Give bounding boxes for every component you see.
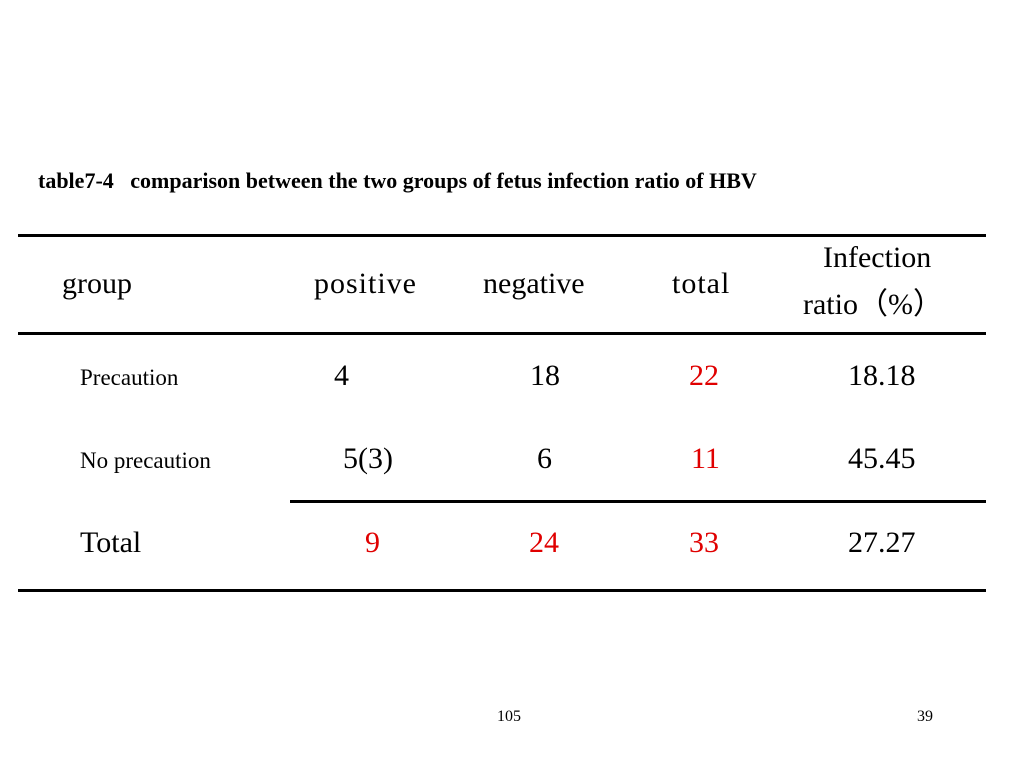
row-total-group: Total (80, 526, 142, 559)
row-total-positive: 9 (365, 526, 380, 559)
header-group: group (62, 267, 132, 300)
row-total-negative: 24 (529, 526, 559, 559)
row-no-precaution-negative: 6 (537, 442, 552, 475)
page-number: 39 (917, 708, 933, 725)
row-precaution-ratio: 18.18 (848, 359, 916, 392)
header-total: total (672, 267, 731, 300)
footer-center-number: 105 (497, 708, 521, 725)
row-no-precaution-ratio: 45.45 (848, 442, 916, 475)
row-no-precaution-group: No precaution (80, 448, 211, 473)
row-precaution-positive: 4 (334, 359, 349, 392)
table-bottom-rule (18, 589, 986, 592)
row-total-ratio: 27.27 (848, 526, 916, 559)
table-top-rule (18, 234, 986, 237)
row-precaution-negative: 18 (530, 359, 560, 392)
row-no-precaution-positive: 5(3) (343, 442, 393, 475)
header-ratio-line1: Infection (823, 241, 932, 274)
row-no-precaution-total: 11 (691, 442, 720, 475)
row-precaution-total: 22 (689, 359, 719, 392)
row-total-total: 33 (689, 526, 719, 559)
table-caption: table7-4 comparison between the two grou… (38, 168, 757, 194)
header-ratio-line2: ratio（%） (803, 288, 943, 321)
table-total-rule (290, 500, 986, 503)
table-caption-label: table7-4 (38, 168, 114, 193)
header-positive: positive (314, 267, 417, 300)
header-negative: negative (483, 267, 585, 300)
table-header-rule (18, 332, 986, 335)
table-caption-title: comparison between the two groups of fet… (130, 168, 757, 193)
row-precaution-group: Precaution (80, 365, 179, 390)
